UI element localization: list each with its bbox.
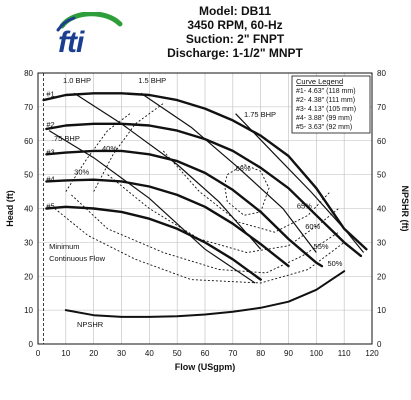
- chart-annotation: 30%: [74, 168, 89, 177]
- chart-annotation: Continuous Flow: [49, 254, 105, 263]
- chart-annotation: 50%: [327, 259, 342, 268]
- logo-text: fti: [58, 26, 84, 59]
- chart-annotation: #5: [46, 202, 54, 211]
- y2-tick-label: 0: [377, 340, 382, 349]
- head-curve: [45, 149, 324, 268]
- legend-title: Curve Legend: [296, 77, 343, 86]
- legend-entry: #5- 3.63" (92 mm): [296, 124, 352, 131]
- chart-annotation: 65%: [297, 202, 312, 211]
- bhp-line: [140, 92, 317, 253]
- x-tick-label: 120: [365, 349, 379, 358]
- y2-tick-label: 70: [377, 103, 386, 112]
- y2-tick-label: 60: [377, 137, 386, 146]
- y2-tick-label: 40: [377, 205, 386, 214]
- y2-tick-label: 80: [377, 69, 386, 78]
- chart-annotation: .75 BHP: [52, 134, 80, 143]
- chart-annotation: #2: [46, 120, 54, 129]
- y2-tick-label: 30: [377, 238, 386, 247]
- legend-entry: #1- 4.63" (118 mm): [296, 88, 356, 95]
- x-tick-label: 10: [61, 349, 70, 358]
- chart-annotation: #1: [46, 90, 54, 99]
- bhp-line: [73, 92, 262, 250]
- model-title: Model: DB11: [198, 4, 271, 18]
- fti-logo: fti: [44, 12, 136, 60]
- y2-tick-label: 10: [377, 306, 386, 315]
- chart-header: Model: DB11 3450 RPM, 60-Hz Suction: 2" …: [120, 4, 350, 60]
- chart-annotation: #4: [46, 174, 54, 183]
- y-tick-label: 30: [24, 238, 33, 247]
- y2-tick-label: 20: [377, 272, 386, 281]
- y-tick-label: 50: [24, 171, 33, 180]
- head-curve: [42, 92, 368, 251]
- x-tick-label: 110: [338, 349, 351, 358]
- x-tick-label: 30: [117, 349, 126, 358]
- chart-annotation: 40%: [102, 144, 117, 153]
- legend-box: [291, 75, 371, 134]
- x-tick-label: 80: [256, 349, 265, 358]
- x-tick-label: 0: [36, 349, 41, 358]
- chart-annotation: 1.5 BHP: [138, 76, 166, 85]
- head-curve: [45, 205, 262, 281]
- x-tick-label: 60: [201, 349, 210, 358]
- y-tick-label: 0: [29, 340, 34, 349]
- chart-annotation: 68%: [236, 164, 251, 173]
- x-tick-label: 20: [89, 349, 98, 358]
- chart-annotation: 60%: [305, 222, 320, 231]
- legend-entry: #3- 4.13" (105 mm): [296, 106, 356, 113]
- y-tick-label: 40: [24, 205, 33, 214]
- head-curve: [45, 122, 363, 258]
- efficiency-contour: [93, 103, 164, 192]
- chart-annotation: #3: [46, 147, 54, 156]
- y2-axis-label: NPSHR (ft): [400, 186, 410, 232]
- bhp-line: [235, 113, 365, 253]
- y-axis-label: Head (ft): [5, 190, 15, 227]
- logo-arc-icon: [56, 12, 123, 32]
- efficiency-contour: [71, 194, 339, 274]
- y-tick-label: 70: [24, 103, 33, 112]
- suction-label: Suction: 2" FNPT: [185, 32, 285, 46]
- x-axis-label: Flow (USgpm): [175, 362, 236, 372]
- speed-label: 3450 RPM, 60-Hz: [187, 18, 283, 32]
- y-tick-label: 80: [24, 69, 33, 78]
- y2-tick-label: 50: [377, 171, 386, 180]
- head-curve: [45, 178, 290, 268]
- chart-annotation: 55%: [314, 242, 329, 251]
- npshr-curve: [64, 270, 346, 318]
- legend-entry: #2- 4.38" (111 mm): [296, 97, 355, 104]
- x-tick-label: 70: [228, 349, 237, 358]
- y-tick-label: 60: [24, 137, 33, 146]
- chart-annotation: 1.75 BHP: [244, 110, 276, 119]
- chart-annotation: NPSHR: [77, 320, 104, 329]
- y-tick-label: 10: [24, 306, 33, 315]
- x-tick-label: 100: [310, 349, 324, 358]
- x-tick-label: 40: [145, 349, 154, 358]
- y-tick-label: 20: [24, 272, 33, 281]
- plot-frame: [37, 72, 373, 345]
- x-tick-label: 50: [173, 349, 182, 358]
- x-tick-label: 90: [284, 349, 293, 358]
- discharge-label: Discharge: 1-1/2" MNPT: [167, 46, 303, 60]
- chart-annotation: 1.0 BHP: [63, 76, 91, 85]
- legend-entry: #4- 3.88" (99 mm): [296, 115, 352, 122]
- chart-annotation: Minimum: [49, 242, 79, 251]
- bhp-line: [48, 130, 256, 284]
